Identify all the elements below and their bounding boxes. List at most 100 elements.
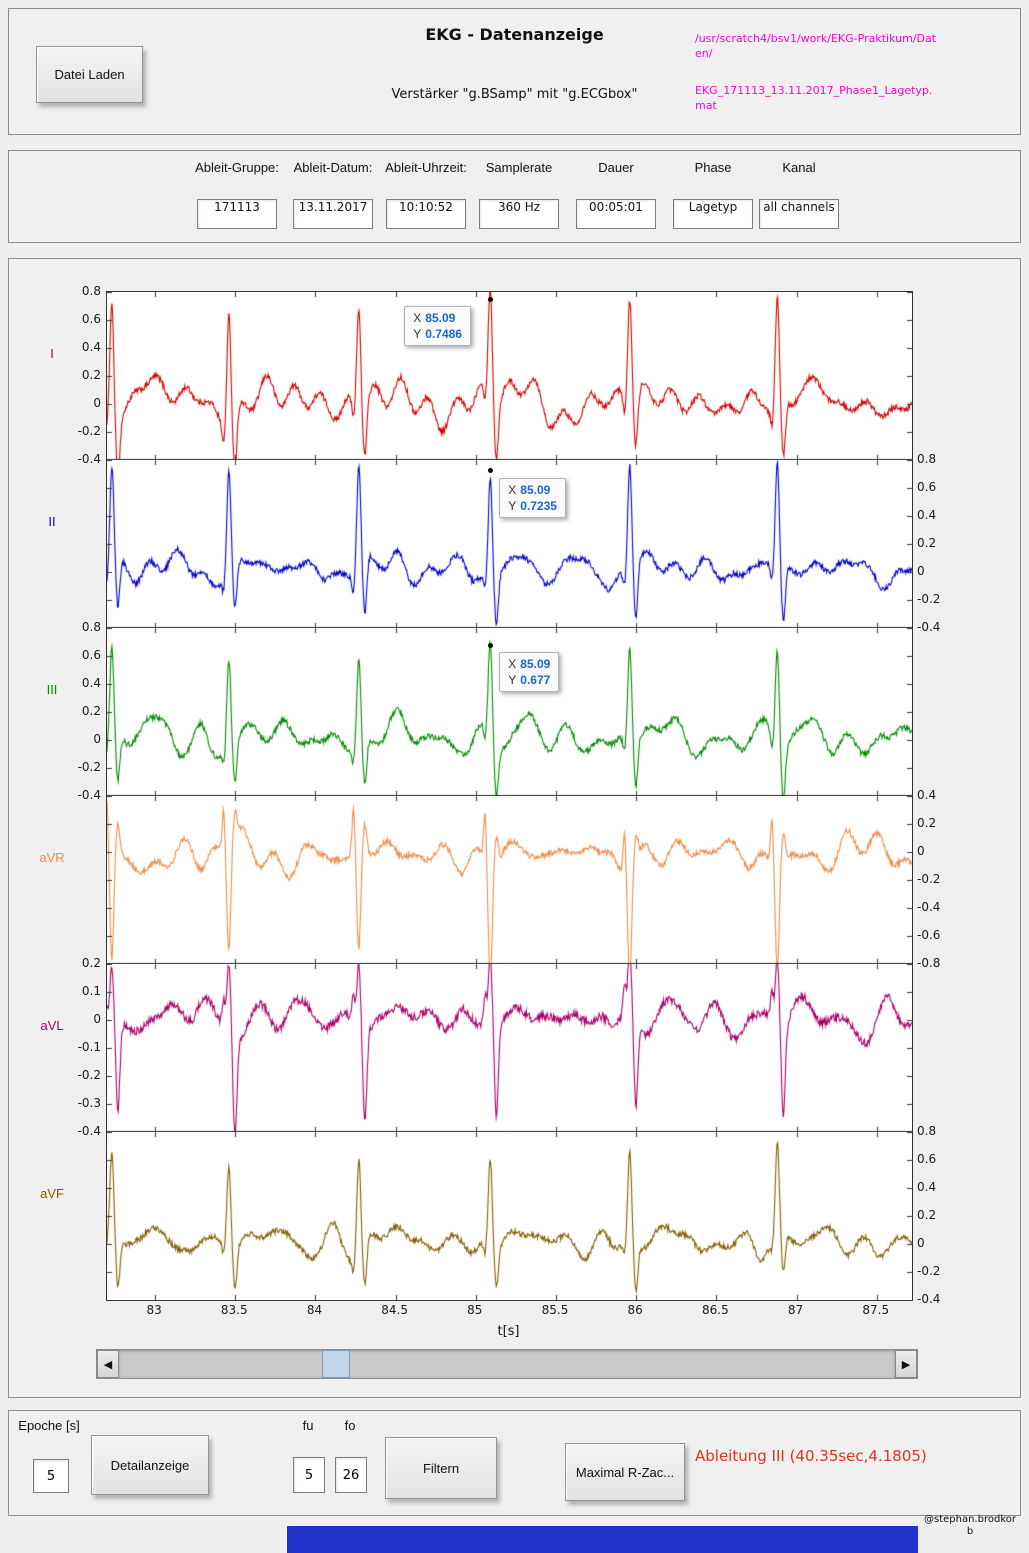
x-tick-label: 86.5 [702, 1303, 729, 1317]
time-scrollbar[interactable]: ◀ ▶ [96, 1349, 918, 1379]
y-tick-label: 0.4 [917, 788, 937, 802]
subplot-I[interactable] [107, 292, 912, 460]
info-field-value[interactable]: 00:05:01 [576, 199, 656, 229]
info-field-ableit-gruppe: Ableit-Gruppe: 171113 [193, 159, 281, 229]
y-tick-label: -0.6 [917, 928, 941, 942]
subplot-aVF[interactable] [107, 1132, 912, 1300]
info-field-kanal: Kanal all channels [755, 159, 843, 229]
info-field-ableit-uhrzeit: Ableit-Uhrzeit: 10:10:52 [382, 159, 470, 229]
ecg-trace-aVL [107, 964, 912, 1132]
y-tick-label: -0.8 [917, 956, 941, 970]
tooltip-axis-label: Y [413, 327, 422, 342]
info-field-value[interactable]: Lagetyp [673, 199, 753, 229]
y-tick-label: 0.6 [917, 480, 937, 494]
scrollbar-track[interactable] [119, 1350, 895, 1378]
y-tick-label: -0.4 [77, 1124, 101, 1138]
y-tick-label: 0 [917, 1236, 925, 1250]
y-tick-label: 0 [917, 844, 925, 858]
y-tick-label: 0.2 [81, 704, 101, 718]
scrollbar-thumb[interactable] [322, 1350, 350, 1378]
y-tick-label: -0.4 [917, 620, 941, 634]
info-field-value[interactable]: 171113 [197, 199, 277, 229]
subplot-aVL[interactable] [107, 964, 912, 1132]
scroll-right-button[interactable]: ▶ [895, 1350, 917, 1378]
data-cursor-tooltip[interactable]: X 85.09 Y 0.7486 [404, 306, 471, 347]
y-tick-label: -0.4 [77, 788, 101, 802]
y-tick-label: 0.6 [81, 312, 101, 326]
x-axis-label: t[s] [497, 1324, 520, 1339]
amplifier-subtitle: Verstärker "g.BSamp" mit "g.ECGbox" [391, 87, 638, 102]
epoche-input[interactable] [33, 1459, 69, 1493]
y-tick-label: -0.2 [917, 872, 941, 886]
lead-label-aVL: aVL [40, 1018, 64, 1033]
filter-button[interactable]: Filtern [385, 1437, 497, 1499]
tooltip-value: 85.09 [425, 311, 456, 326]
x-tick-label: 85 [467, 1303, 483, 1317]
status-text: Ableitung III (40.35sec,4.1805) [695, 1447, 927, 1465]
data-cursor-marker[interactable] [487, 468, 493, 474]
taskbar-fragment[interactable] [287, 1526, 918, 1553]
data-cursor-tooltip[interactable]: X 85.09 Y 0.7235 [499, 477, 566, 518]
x-tick-label: 84.5 [381, 1303, 408, 1317]
file-path-directory: /usr/scratch4/bsv1/work/EKG-Praktikum/Da… [695, 32, 937, 60]
fu-label: fu [302, 1418, 314, 1433]
y-tick-label: -0.2 [917, 592, 941, 606]
ecg-trace-I [107, 292, 912, 460]
info-field-label: Ableit-Gruppe: [195, 160, 279, 175]
credit-text: @stephan.brodkorb [924, 1514, 1016, 1537]
tooltip-axis-label: X [508, 657, 517, 672]
detail-view-button[interactable]: Detailanzeige [91, 1435, 209, 1495]
tooltip-value: 0.7486 [425, 327, 462, 342]
y-tick-label: 0 [93, 732, 101, 746]
y-tick-label: -0.4 [77, 452, 101, 466]
fu-input[interactable] [293, 1457, 325, 1493]
info-field-value[interactable]: 13.11.2017 [293, 199, 373, 229]
x-tick-label: 87.5 [862, 1303, 890, 1317]
y-tick-label: -0.2 [917, 1264, 941, 1278]
info-field-label: Kanal [782, 160, 816, 175]
info-field-value[interactable]: all channels [759, 199, 839, 229]
y-tick-label: 0.1 [81, 984, 101, 998]
y-tick-label: 0.4 [917, 1180, 937, 1194]
y-tick-label: 0.8 [917, 1124, 937, 1138]
tooltip-axis-label: X [508, 482, 517, 497]
ecg-trace-aVF [107, 1132, 912, 1300]
tooltip-axis-label: Y [508, 673, 517, 688]
tooltip-axis-label: Y [508, 498, 517, 513]
fo-label: fo [344, 1418, 356, 1433]
scroll-left-button[interactable]: ◀ [97, 1350, 119, 1378]
subplot-aVR[interactable] [107, 796, 912, 964]
info-field-label: Ableit-Uhrzeit: [385, 160, 467, 175]
info-field-value[interactable]: 360 Hz [479, 199, 559, 229]
lead-label-I: I [50, 346, 54, 361]
y-tick-label: 0.4 [917, 508, 937, 522]
y-tick-label: 0 [93, 396, 101, 410]
info-field-label: Ableit-Datum: [293, 160, 373, 175]
page-title: EKG - Datenanzeige [425, 25, 604, 44]
y-tick-label: 0.2 [917, 816, 937, 830]
y-tick-label: 0.6 [917, 1152, 937, 1166]
info-field-label: Dauer [598, 160, 634, 175]
controls-panel: Epoche [s] Detailanzeige fu fo Filtern M… [8, 1410, 1021, 1516]
info-field-ableit-datum: Ableit-Datum: 13.11.2017 [289, 159, 377, 229]
data-cursor-tooltip[interactable]: X 85.09 Y 0.677 [499, 652, 560, 693]
info-field-value[interactable]: 10:10:52 [386, 199, 466, 229]
fo-input[interactable] [335, 1457, 367, 1493]
ecg-trace-aVR [107, 796, 912, 964]
scroll-left-icon: ◀ [103, 1358, 113, 1371]
x-tick-label: 83 [146, 1303, 162, 1317]
data-cursor-marker[interactable] [487, 642, 493, 648]
y-tick-label: 0.4 [81, 676, 101, 690]
load-file-button[interactable]: Datei Laden [36, 46, 143, 103]
y-tick-label: -0.2 [77, 760, 101, 774]
x-tick-label: 87 [787, 1303, 804, 1317]
y-tick-label: 0.8 [917, 452, 937, 466]
tooltip-axis-label: X [413, 311, 422, 326]
max-r-peak-button[interactable]: Maximal R-Zac... [565, 1443, 685, 1501]
y-tick-label: -0.4 [917, 1292, 941, 1306]
tooltip-value: 85.09 [520, 482, 551, 497]
data-cursor-marker[interactable] [487, 296, 493, 302]
header-panel: Datei Laden EKG - Datenanzeige Verstärke… [8, 8, 1021, 135]
epoche-label: Epoche [s] [18, 1418, 80, 1433]
y-tick-label: 0 [917, 564, 925, 578]
